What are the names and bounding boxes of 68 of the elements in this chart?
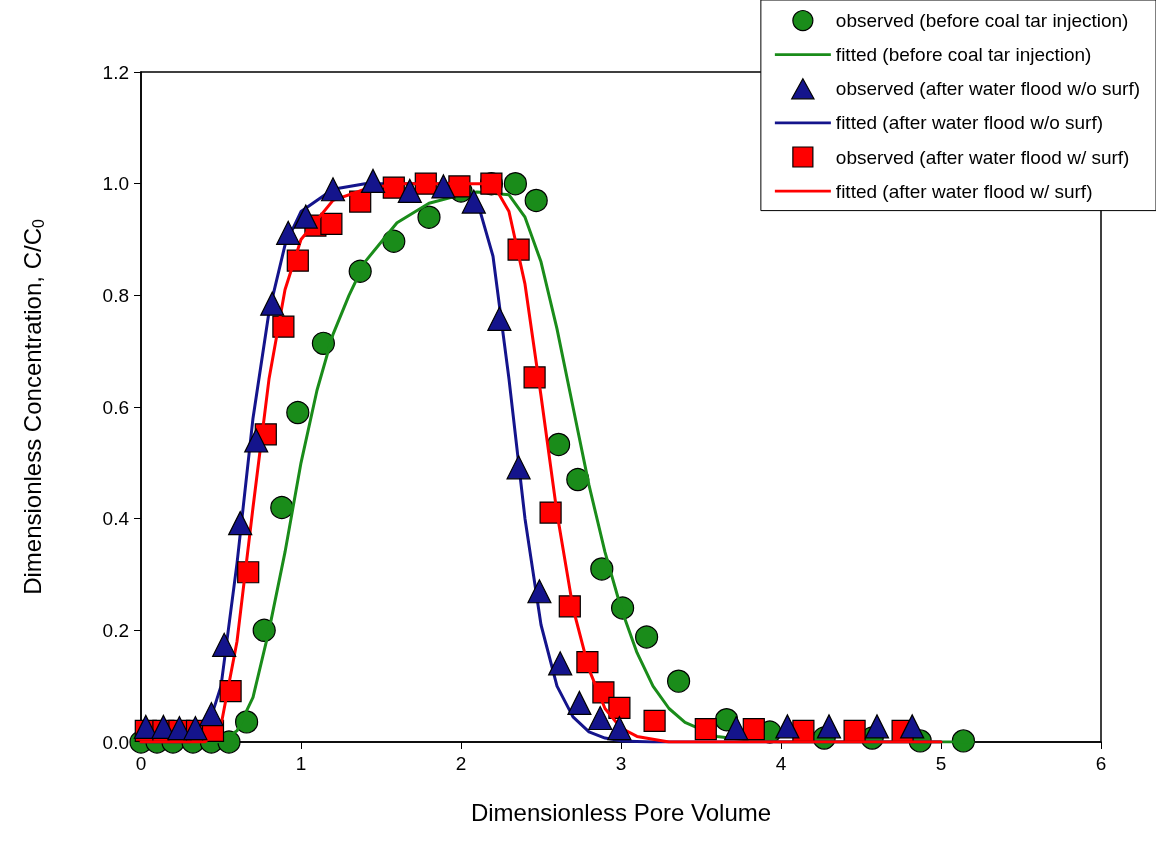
point bbox=[566, 467, 590, 492]
y-tick-label: 0.4 bbox=[102, 508, 130, 530]
legend-label: observed (after water flood w/o surf) bbox=[835, 78, 1141, 100]
point bbox=[320, 212, 343, 235]
point bbox=[900, 714, 925, 739]
point bbox=[212, 632, 237, 657]
point bbox=[588, 705, 613, 731]
x-tick-label: 0 bbox=[135, 753, 147, 774]
y-tick-label: 1.0 bbox=[102, 173, 129, 195]
point bbox=[133, 714, 158, 740]
x-tick-label: 1 bbox=[295, 753, 307, 774]
point bbox=[461, 189, 486, 214]
legend-label: fitted (before coal tar injection) bbox=[835, 44, 1092, 66]
point bbox=[635, 625, 659, 649]
point bbox=[864, 714, 890, 739]
point bbox=[349, 190, 372, 213]
legend-label: fitted (after water flood w/o surf) bbox=[835, 112, 1104, 134]
point bbox=[382, 229, 406, 253]
y-axis-title: Dimensionless Concentration, C/C0 bbox=[18, 219, 47, 595]
point bbox=[567, 690, 592, 716]
point bbox=[360, 168, 386, 193]
point bbox=[276, 220, 301, 245]
point bbox=[775, 714, 800, 739]
x-tick-label: 6 bbox=[1095, 753, 1107, 774]
point bbox=[228, 511, 253, 536]
point bbox=[816, 714, 842, 739]
y-tick-label: 0.2 bbox=[102, 619, 129, 641]
point bbox=[397, 178, 422, 204]
point bbox=[667, 669, 691, 693]
point bbox=[431, 174, 456, 199]
point bbox=[244, 428, 269, 453]
point bbox=[643, 709, 666, 732]
point bbox=[507, 238, 530, 261]
y-tick-label: 0.6 bbox=[102, 396, 129, 418]
point bbox=[417, 205, 441, 229]
x-tick-label: 3 bbox=[615, 753, 627, 774]
point bbox=[548, 651, 573, 676]
point bbox=[724, 715, 749, 741]
point bbox=[487, 306, 512, 331]
point bbox=[694, 718, 717, 741]
point bbox=[527, 579, 552, 604]
legend-label: observed (after water flood w/ surf) bbox=[835, 146, 1130, 168]
point bbox=[539, 501, 562, 524]
point bbox=[293, 204, 318, 229]
y-tick-label: 0.8 bbox=[102, 284, 129, 306]
x-tick-label: 4 bbox=[775, 753, 787, 774]
point bbox=[547, 432, 571, 456]
legend-label: observed (before coal tar injection) bbox=[835, 10, 1129, 32]
y-tick-label: 0.0 bbox=[102, 731, 129, 753]
point bbox=[199, 701, 224, 727]
point bbox=[843, 719, 866, 742]
y-tick-label: 1.2 bbox=[102, 61, 129, 83]
point bbox=[608, 696, 631, 720]
point bbox=[503, 172, 527, 196]
point bbox=[260, 291, 285, 316]
x-tick-label: 2 bbox=[455, 753, 467, 774]
point bbox=[506, 455, 531, 480]
point bbox=[607, 715, 632, 741]
point bbox=[523, 366, 546, 389]
legend-label: fitted (after water flood w/ surf) bbox=[835, 180, 1093, 202]
point bbox=[286, 400, 310, 425]
point bbox=[270, 495, 294, 520]
point bbox=[524, 188, 548, 213]
x-tick-label: 5 bbox=[935, 753, 947, 774]
x-axis-title: Dimensionless Pore Volume bbox=[470, 798, 772, 826]
point bbox=[320, 177, 346, 202]
point bbox=[272, 315, 295, 338]
point bbox=[742, 718, 765, 741]
